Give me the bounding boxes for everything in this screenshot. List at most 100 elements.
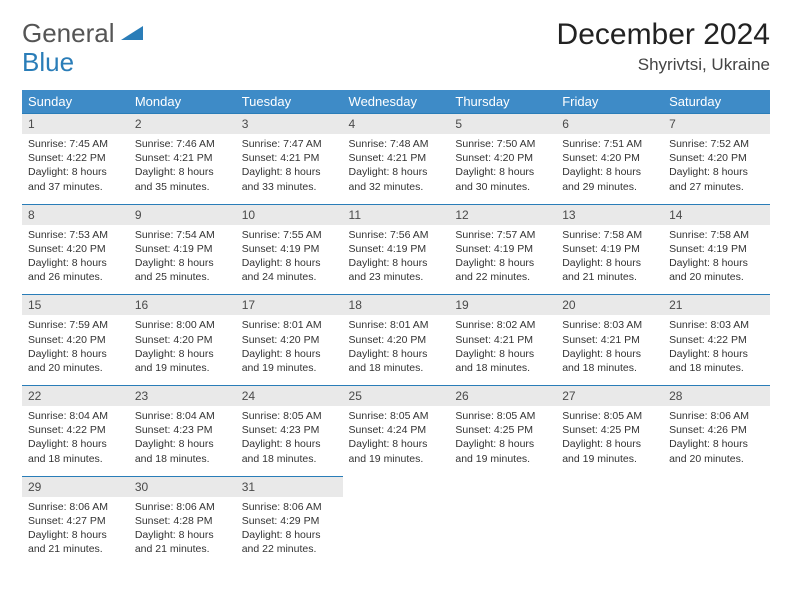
sunrise-text: Sunrise: 8:06 AM xyxy=(242,500,337,514)
day-info-cell: Sunrise: 8:05 AMSunset: 4:25 PMDaylight:… xyxy=(556,406,663,476)
sunrise-text: Sunrise: 8:01 AM xyxy=(349,318,444,332)
day-number-cell xyxy=(663,476,770,497)
daylight-text-2: and 21 minutes. xyxy=(135,542,230,556)
day-info-cell: Sunrise: 7:51 AMSunset: 4:20 PMDaylight:… xyxy=(556,134,663,204)
daylight-text-2: and 22 minutes. xyxy=(455,270,550,284)
day-number-row: 293031 xyxy=(22,476,770,497)
day-info-cell: Sunrise: 8:00 AMSunset: 4:20 PMDaylight:… xyxy=(129,315,236,385)
sunrise-text: Sunrise: 8:00 AM xyxy=(135,318,230,332)
day-info-cell: Sunrise: 7:50 AMSunset: 4:20 PMDaylight:… xyxy=(449,134,556,204)
day-info-cell: Sunrise: 7:47 AMSunset: 4:21 PMDaylight:… xyxy=(236,134,343,204)
daylight-text-1: Daylight: 8 hours xyxy=(562,256,657,270)
daylight-text-2: and 19 minutes. xyxy=(349,452,444,466)
weekday-header: Friday xyxy=(556,90,663,114)
daylight-text-1: Daylight: 8 hours xyxy=(28,437,123,451)
sunset-text: Sunset: 4:21 PM xyxy=(562,333,657,347)
day-info-row: Sunrise: 8:06 AMSunset: 4:27 PMDaylight:… xyxy=(22,497,770,567)
day-number-cell: 12 xyxy=(449,204,556,225)
sunset-text: Sunset: 4:29 PM xyxy=(242,514,337,528)
daylight-text-1: Daylight: 8 hours xyxy=(135,528,230,542)
daylight-text-2: and 21 minutes. xyxy=(28,542,123,556)
sunset-text: Sunset: 4:24 PM xyxy=(349,423,444,437)
day-number-cell: 19 xyxy=(449,295,556,316)
day-number-cell: 15 xyxy=(22,295,129,316)
day-info-cell: Sunrise: 8:03 AMSunset: 4:21 PMDaylight:… xyxy=(556,315,663,385)
day-info-cell: Sunrise: 7:58 AMSunset: 4:19 PMDaylight:… xyxy=(663,225,770,295)
sunrise-text: Sunrise: 7:57 AM xyxy=(455,228,550,242)
sunset-text: Sunset: 4:20 PM xyxy=(135,333,230,347)
weekday-header: Saturday xyxy=(663,90,770,114)
daylight-text-2: and 35 minutes. xyxy=(135,180,230,194)
daylight-text-2: and 27 minutes. xyxy=(669,180,764,194)
day-info-cell: Sunrise: 7:48 AMSunset: 4:21 PMDaylight:… xyxy=(343,134,450,204)
daylight-text-1: Daylight: 8 hours xyxy=(455,347,550,361)
day-info-cell xyxy=(556,497,663,567)
day-info-cell: Sunrise: 8:06 AMSunset: 4:29 PMDaylight:… xyxy=(236,497,343,567)
daylight-text-2: and 19 minutes. xyxy=(562,452,657,466)
day-number-row: 891011121314 xyxy=(22,204,770,225)
day-info-cell: Sunrise: 8:06 AMSunset: 4:26 PMDaylight:… xyxy=(663,406,770,476)
sunset-text: Sunset: 4:22 PM xyxy=(28,151,123,165)
daylight-text-1: Daylight: 8 hours xyxy=(349,347,444,361)
sunrise-text: Sunrise: 8:03 AM xyxy=(669,318,764,332)
sunrise-text: Sunrise: 7:53 AM xyxy=(28,228,123,242)
day-number-cell: 5 xyxy=(449,114,556,135)
sunset-text: Sunset: 4:21 PM xyxy=(349,151,444,165)
day-info-cell: Sunrise: 7:54 AMSunset: 4:19 PMDaylight:… xyxy=(129,225,236,295)
daylight-text-2: and 19 minutes. xyxy=(242,361,337,375)
day-info-cell: Sunrise: 8:01 AMSunset: 4:20 PMDaylight:… xyxy=(343,315,450,385)
daylight-text-2: and 20 minutes. xyxy=(669,270,764,284)
day-info-cell xyxy=(449,497,556,567)
weekday-header: Monday xyxy=(129,90,236,114)
day-number-cell: 22 xyxy=(22,386,129,407)
daylight-text-2: and 19 minutes. xyxy=(455,452,550,466)
day-number-cell: 18 xyxy=(343,295,450,316)
day-number-cell: 14 xyxy=(663,204,770,225)
daylight-text-2: and 18 minutes. xyxy=(242,452,337,466)
sunrise-text: Sunrise: 7:47 AM xyxy=(242,137,337,151)
day-info-row: Sunrise: 7:53 AMSunset: 4:20 PMDaylight:… xyxy=(22,225,770,295)
sunset-text: Sunset: 4:20 PM xyxy=(455,151,550,165)
day-info-cell: Sunrise: 8:05 AMSunset: 4:25 PMDaylight:… xyxy=(449,406,556,476)
sunset-text: Sunset: 4:20 PM xyxy=(669,151,764,165)
sunrise-text: Sunrise: 8:05 AM xyxy=(562,409,657,423)
day-info-cell: Sunrise: 8:04 AMSunset: 4:22 PMDaylight:… xyxy=(22,406,129,476)
title-block: December 2024 Shyrivtsi, Ukraine xyxy=(557,18,770,75)
day-number-cell: 31 xyxy=(236,476,343,497)
sunset-text: Sunset: 4:19 PM xyxy=(669,242,764,256)
sunrise-text: Sunrise: 8:06 AM xyxy=(669,409,764,423)
logo-triangle-icon xyxy=(121,26,143,42)
daylight-text-2: and 20 minutes. xyxy=(28,361,123,375)
weekday-header: Thursday xyxy=(449,90,556,114)
daylight-text-2: and 33 minutes. xyxy=(242,180,337,194)
day-number-cell: 6 xyxy=(556,114,663,135)
sunset-text: Sunset: 4:25 PM xyxy=(455,423,550,437)
daylight-text-1: Daylight: 8 hours xyxy=(349,256,444,270)
daylight-text-2: and 18 minutes. xyxy=(455,361,550,375)
daylight-text-1: Daylight: 8 hours xyxy=(562,437,657,451)
daylight-text-2: and 18 minutes. xyxy=(562,361,657,375)
sunset-text: Sunset: 4:19 PM xyxy=(455,242,550,256)
sunrise-text: Sunrise: 7:51 AM xyxy=(562,137,657,151)
day-info-row: Sunrise: 7:59 AMSunset: 4:20 PMDaylight:… xyxy=(22,315,770,385)
day-number-row: 15161718192021 xyxy=(22,295,770,316)
sunrise-text: Sunrise: 8:05 AM xyxy=(242,409,337,423)
daylight-text-1: Daylight: 8 hours xyxy=(669,347,764,361)
sunset-text: Sunset: 4:22 PM xyxy=(669,333,764,347)
daylight-text-1: Daylight: 8 hours xyxy=(455,256,550,270)
sunset-text: Sunset: 4:20 PM xyxy=(242,333,337,347)
daylight-text-2: and 32 minutes. xyxy=(349,180,444,194)
weekday-header: Tuesday xyxy=(236,90,343,114)
daylight-text-1: Daylight: 8 hours xyxy=(28,165,123,179)
daylight-text-2: and 25 minutes. xyxy=(135,270,230,284)
day-number-cell: 4 xyxy=(343,114,450,135)
day-number-cell xyxy=(556,476,663,497)
day-number-cell: 13 xyxy=(556,204,663,225)
daylight-text-1: Daylight: 8 hours xyxy=(28,528,123,542)
daylight-text-1: Daylight: 8 hours xyxy=(242,165,337,179)
sunset-text: Sunset: 4:23 PM xyxy=(242,423,337,437)
sunrise-text: Sunrise: 7:52 AM xyxy=(669,137,764,151)
weekday-header: Wednesday xyxy=(343,90,450,114)
day-number-cell: 21 xyxy=(663,295,770,316)
day-number-cell: 23 xyxy=(129,386,236,407)
